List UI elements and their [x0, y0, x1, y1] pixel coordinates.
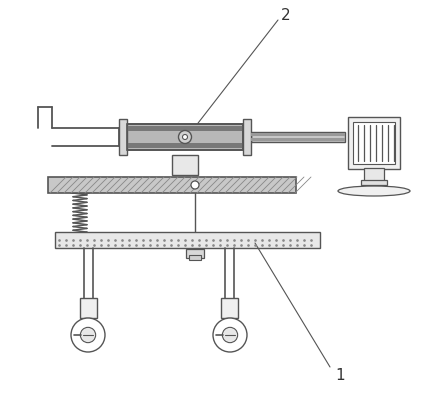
Bar [348, 117, 400, 169]
Bar [251, 133, 345, 136]
Bar [243, 119, 251, 155]
Bar [127, 124, 243, 150]
Bar [361, 180, 387, 185]
Bar [48, 177, 296, 193]
Circle shape [178, 130, 191, 143]
Circle shape [71, 318, 105, 352]
Bar [127, 124, 243, 150]
Circle shape [182, 134, 187, 139]
Circle shape [222, 327, 238, 343]
Bar [353, 122, 395, 164]
Bar [186, 249, 204, 258]
Bar [119, 119, 127, 155]
Bar [127, 143, 243, 148]
Bar [80, 298, 97, 318]
Bar [127, 126, 243, 131]
Circle shape [80, 327, 95, 343]
Circle shape [191, 181, 199, 189]
Text: 2: 2 [281, 8, 291, 23]
Circle shape [213, 318, 247, 352]
Bar [189, 255, 201, 260]
Bar [172, 155, 198, 175]
Bar [221, 298, 238, 318]
Bar [251, 132, 345, 142]
Text: 1: 1 [335, 367, 345, 382]
Ellipse shape [338, 186, 410, 196]
Bar [55, 232, 320, 248]
Bar [364, 168, 384, 181]
Bar [251, 138, 345, 141]
